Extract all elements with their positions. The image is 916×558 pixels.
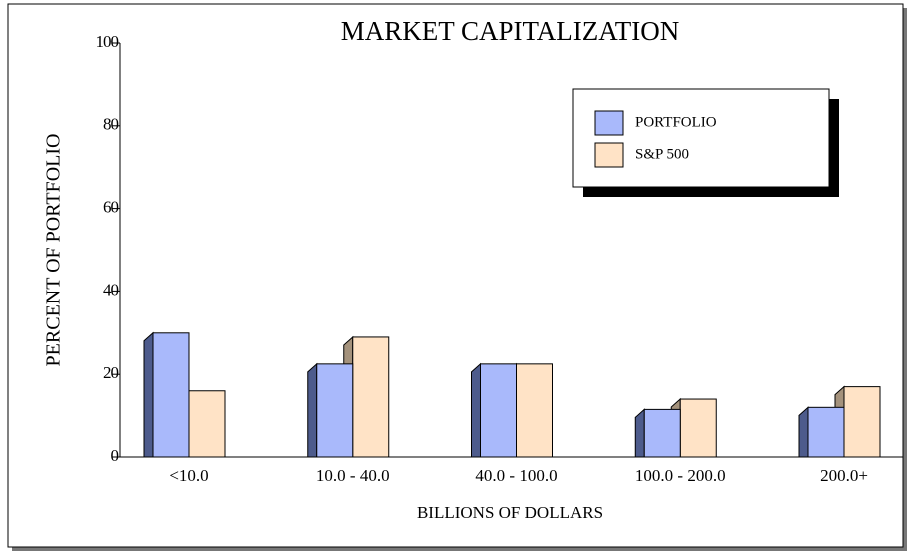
bar	[843, 386, 881, 458]
bar	[480, 363, 517, 458]
y-axis-label: PERCENT OF PORTFOLIO	[43, 134, 65, 367]
bar-side	[798, 406, 809, 458]
bar-side	[143, 331, 154, 458]
bar	[643, 408, 681, 458]
bar	[516, 363, 553, 458]
x-tick-label: 10.0 - 40.0	[316, 466, 390, 485]
legend	[572, 88, 830, 188]
y-tick-label: 100	[96, 32, 119, 51]
frame	[7, 3, 904, 548]
y-tick-label: 20	[103, 363, 119, 382]
legend-label: S&P 500	[635, 146, 689, 162]
x-axis-label: BILLIONS OF DOLLARS	[417, 503, 603, 522]
y-tick-label: 60	[103, 198, 119, 217]
bar	[188, 390, 226, 458]
bar	[807, 406, 845, 458]
y-tick-label: 0	[111, 446, 119, 465]
chart-title: MARKET CAPITALIZATION	[341, 16, 680, 46]
x-tick-label: 40.0 - 100.0	[475, 466, 557, 485]
bar	[352, 336, 390, 458]
x-tick-label: 200.0+	[820, 466, 868, 485]
bar-side	[471, 362, 481, 458]
legend-label: PORTFOLIO	[635, 114, 717, 130]
bar	[679, 398, 717, 458]
bar-side	[634, 408, 645, 458]
bar	[152, 332, 190, 458]
legend-swatch	[594, 110, 624, 136]
bar	[316, 363, 354, 458]
y-tick-label: 80	[103, 115, 119, 134]
x-tick-label: 100.0 - 200.0	[635, 466, 726, 485]
bar-side	[307, 362, 318, 458]
x-tick-label: <10.0	[169, 466, 208, 485]
legend-swatch	[594, 142, 624, 168]
y-tick-label: 40	[103, 280, 119, 299]
